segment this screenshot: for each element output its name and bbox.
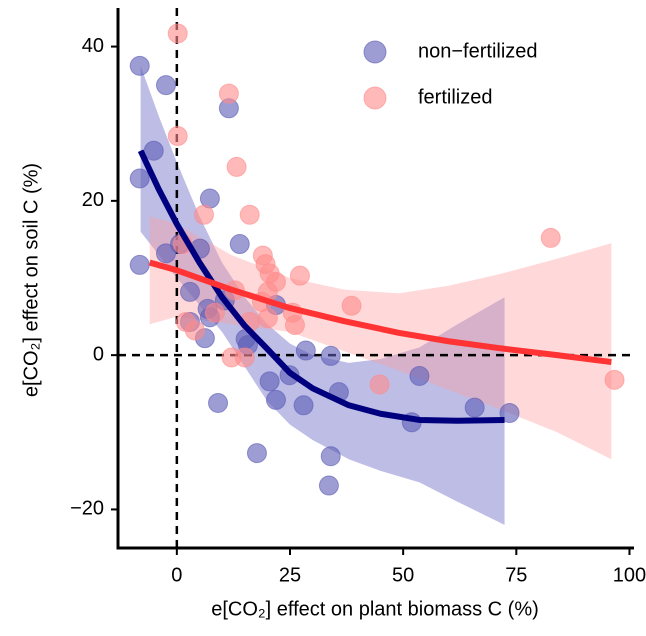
- data-point: [179, 281, 200, 302]
- x-tick-label: 25: [279, 564, 301, 586]
- data-point: [175, 311, 196, 332]
- data-point: [540, 227, 561, 248]
- data-point: [246, 443, 267, 464]
- data-point: [143, 140, 164, 161]
- legend-label: non−fertilized: [418, 40, 538, 62]
- data-point: [155, 243, 176, 264]
- x-tick-label: 100: [613, 564, 646, 586]
- data-point: [293, 395, 314, 416]
- x-tick-label: 0: [171, 564, 182, 586]
- y-tick-label: 0: [93, 343, 104, 365]
- data-point: [129, 254, 150, 275]
- y-axis-label: e[CO₂] effect on soil C (%): [20, 163, 42, 397]
- data-point: [265, 389, 286, 410]
- data-point: [464, 397, 485, 418]
- data-point: [226, 156, 247, 177]
- data-point: [259, 371, 280, 392]
- x-tick-label: 75: [505, 564, 527, 586]
- data-point: [289, 265, 310, 286]
- legend-marker: [363, 40, 387, 64]
- x-axis-label: e[CO₂] effect on plant biomass C (%): [211, 598, 539, 620]
- confidence-band: [140, 65, 505, 525]
- data-point: [369, 374, 390, 395]
- legend-label: fertilized: [418, 86, 492, 108]
- y-tick-label: −20: [70, 498, 104, 520]
- data-point: [167, 126, 188, 147]
- x-tick-label: 50: [392, 564, 414, 586]
- data-point: [255, 254, 276, 275]
- data-point: [208, 392, 229, 413]
- y-tick-label: 40: [82, 35, 104, 57]
- fit-line: [148, 259, 612, 366]
- data-point: [229, 234, 250, 255]
- data-point: [284, 315, 305, 336]
- data-point: [341, 295, 362, 316]
- data-point: [129, 168, 150, 189]
- data-point: [257, 308, 278, 329]
- data-point: [155, 75, 176, 96]
- data-point: [320, 345, 341, 366]
- data-point: [218, 83, 239, 104]
- data-point: [320, 446, 341, 467]
- data-point: [167, 23, 188, 44]
- fit-line: [137, 149, 505, 424]
- data-point: [604, 369, 625, 390]
- data-point: [204, 302, 225, 323]
- data-point: [129, 55, 150, 76]
- data-point: [318, 475, 339, 496]
- legend-marker: [363, 86, 387, 110]
- data-point: [499, 403, 520, 423]
- data-point: [194, 204, 214, 225]
- data-point: [295, 340, 316, 361]
- data-point: [409, 365, 430, 386]
- data-point: [239, 204, 260, 225]
- data-point: [234, 347, 255, 368]
- y-tick-label: 20: [82, 189, 104, 211]
